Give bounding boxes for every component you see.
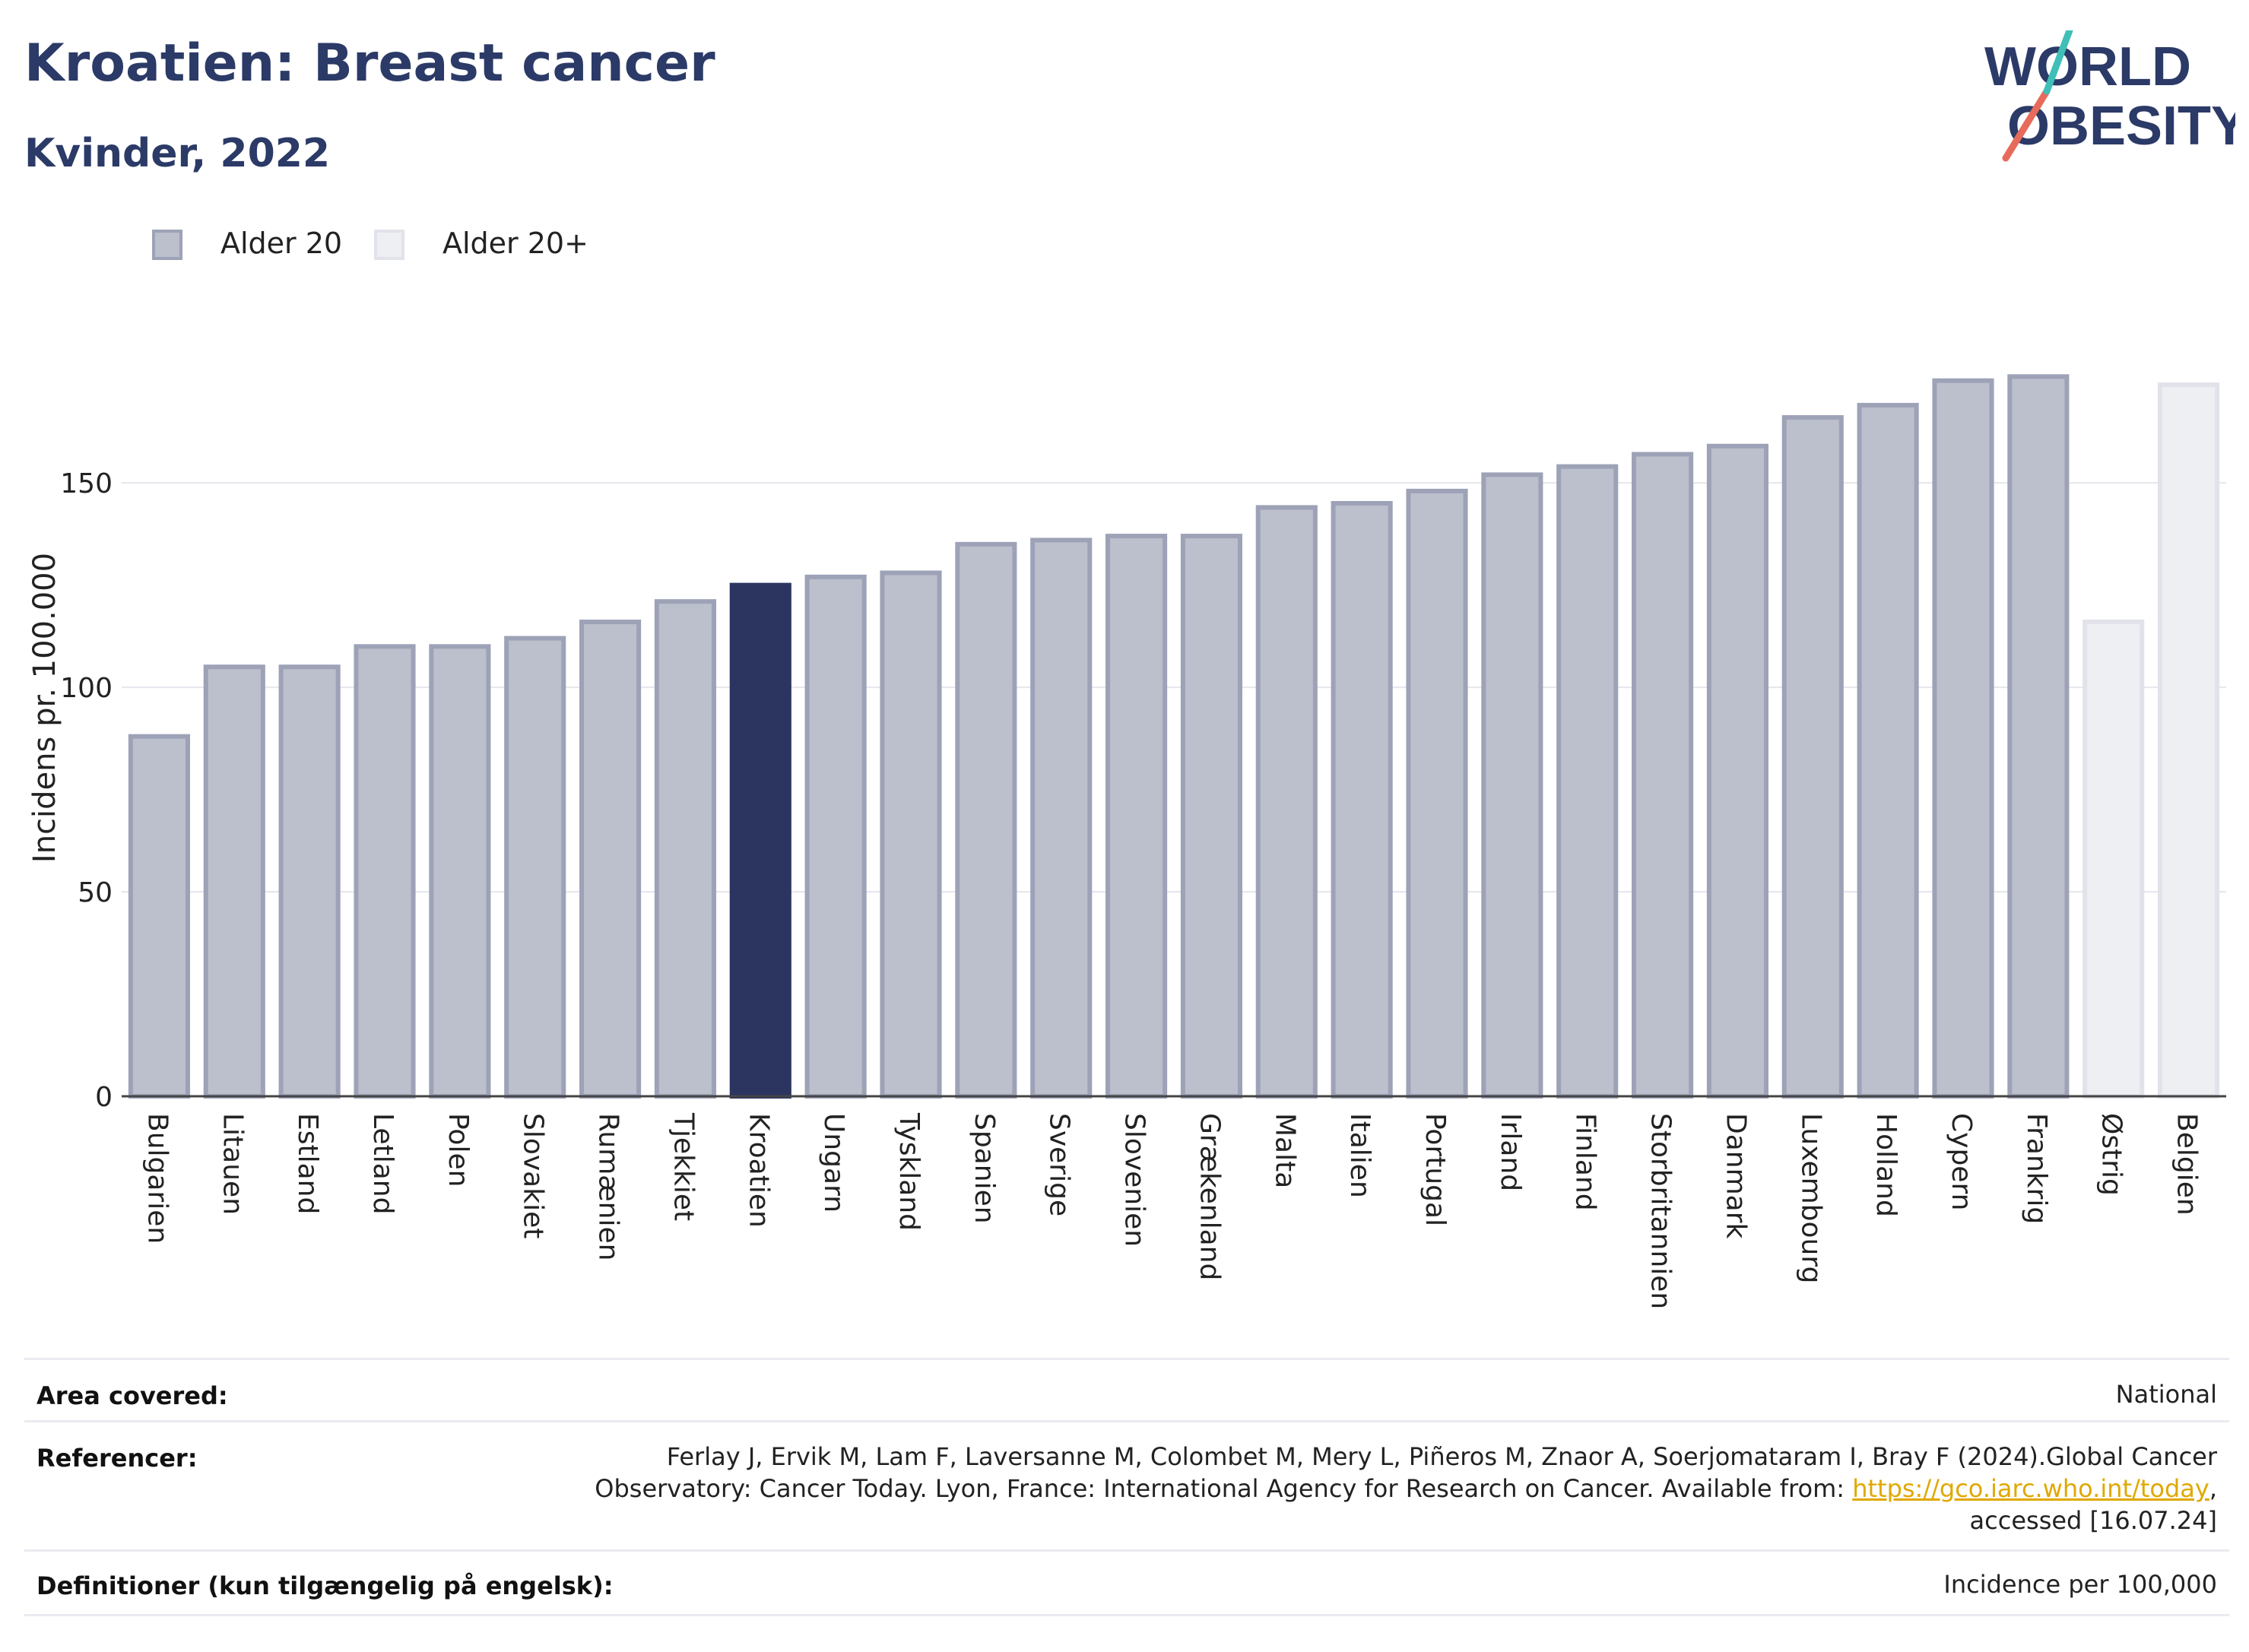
x-tick-label: Østrig bbox=[2096, 1113, 2127, 1196]
x-tick-label: Tjekkiet bbox=[668, 1112, 699, 1221]
bar-chart: 0 50 100 150 Incidens pr. 100.000 Bulgarien Li… bbox=[27, 374, 2226, 1309]
x-tick-label: Tyskland bbox=[893, 1112, 925, 1231]
bar-kroatien bbox=[729, 582, 791, 1099]
x-tick-label: Frankrig bbox=[2021, 1113, 2052, 1224]
x-tick-label: Polen bbox=[443, 1113, 474, 1187]
x-tick-label: Belgien bbox=[2171, 1113, 2203, 1216]
logo-word-obesity: OBESITY bbox=[2007, 96, 2235, 157]
x-tick-label: Holland bbox=[1870, 1113, 1902, 1217]
bar-irland bbox=[1481, 472, 1543, 1099]
x-tick-label: Litauen bbox=[217, 1113, 248, 1215]
bar-danmark bbox=[1706, 443, 1768, 1099]
bar-estland bbox=[278, 664, 341, 1099]
bar-finland bbox=[1556, 464, 1619, 1099]
bar-italien bbox=[1331, 501, 1393, 1099]
reference-link[interactable]: https://gco.iarc.who.int/today bbox=[1852, 1474, 2209, 1503]
bar-rumænien bbox=[579, 620, 642, 1099]
x-tick-label: Kroatien bbox=[743, 1113, 774, 1228]
info-key: Definitioner (kun tilgængelig på engelsk… bbox=[36, 1571, 614, 1600]
x-tick-label: Letland bbox=[367, 1113, 398, 1214]
bar-holland bbox=[1857, 402, 1919, 1099]
info-key: Referencer: bbox=[36, 1444, 198, 1473]
bar-belgien bbox=[2158, 382, 2220, 1099]
bar-litauen bbox=[203, 664, 265, 1099]
x-tick-label: Portugal bbox=[1420, 1113, 1451, 1226]
y-tick-label: 50 bbox=[78, 877, 113, 908]
reference-text: , bbox=[2209, 1474, 2217, 1503]
info-value: National bbox=[2115, 1380, 2217, 1409]
info-row-definitions: Definitioner (kun tilgængelig på engelsk… bbox=[24, 1549, 2229, 1616]
bar-spanien bbox=[955, 541, 1017, 1099]
bar-cypern bbox=[1932, 378, 1994, 1099]
bar-grækenland bbox=[1180, 534, 1242, 1099]
legend-label: Alder 20 bbox=[220, 227, 343, 260]
bar-malta bbox=[1255, 505, 1318, 1099]
y-axis-title: Incidens pr. 100.000 bbox=[27, 553, 62, 863]
bar-storbritannien bbox=[1632, 452, 1694, 1099]
reference-text: Observatory: Cancer Today. Lyon, France:… bbox=[595, 1474, 1853, 1503]
bar-portugal bbox=[1406, 488, 1468, 1099]
bar-polen bbox=[429, 644, 491, 1099]
y-tick-label: 150 bbox=[60, 468, 113, 499]
bar-tyskland bbox=[880, 570, 942, 1099]
x-tick-label: Italien bbox=[1344, 1113, 1375, 1198]
info-value-references: Ferlay J, Ervik M, Lam F, Laversanne M, … bbox=[595, 1441, 2217, 1536]
page-title: Kroatien: Breast cancer bbox=[24, 33, 715, 94]
x-tick-label: Slovenien bbox=[1119, 1113, 1150, 1247]
info-row-references: Referencer: Ferlay J, Ervik M, Lam F, La… bbox=[24, 1420, 2229, 1552]
logo-word-world: WORLD bbox=[1984, 36, 2191, 97]
x-tick-label: Bulgarien bbox=[141, 1113, 173, 1244]
bar-ungarn bbox=[804, 574, 867, 1099]
x-tick-label: Slovakiet bbox=[518, 1113, 549, 1238]
x-tick-label: Sverige bbox=[1044, 1113, 1075, 1216]
x-tick-label: Danmark bbox=[1720, 1113, 1751, 1239]
y-tick-label: 100 bbox=[60, 673, 113, 704]
x-tick-label: Grækenland bbox=[1194, 1113, 1225, 1280]
reference-line: accessed [16.07.24] bbox=[1969, 1506, 2217, 1535]
x-tick-label: Cypern bbox=[1946, 1113, 1977, 1210]
x-tick-label: Estland bbox=[292, 1113, 323, 1214]
page-subtitle: Kvinder, 2022 bbox=[24, 131, 331, 176]
x-tick-label: Irland bbox=[1495, 1113, 1526, 1191]
legend-swatch bbox=[152, 230, 182, 260]
x-tick-label: Storbritannien bbox=[1645, 1113, 1676, 1309]
legend-swatch bbox=[374, 230, 404, 260]
bar-luxembourg bbox=[1781, 415, 1844, 1099]
x-tick-label: Finland bbox=[1570, 1113, 1601, 1211]
bar-slovenien bbox=[1105, 534, 1168, 1099]
y-tick-label: 0 bbox=[95, 1082, 113, 1113]
x-tick-label: Ungarn bbox=[818, 1113, 849, 1213]
bar-tjekkiet bbox=[654, 599, 716, 1099]
bar-bulgarien bbox=[128, 734, 190, 1099]
bar-sverige bbox=[1030, 537, 1093, 1099]
bar-letland bbox=[354, 644, 416, 1099]
info-value: Incidence per 100,000 bbox=[1943, 1570, 2217, 1599]
bar-slovakiet bbox=[504, 636, 566, 1099]
reference-line: Observatory: Cancer Today. Lyon, France:… bbox=[595, 1473, 2217, 1505]
info-key: Area covered: bbox=[36, 1381, 228, 1410]
x-tick-label: Luxembourg bbox=[1795, 1113, 1826, 1283]
info-row-area: Area covered: National bbox=[24, 1358, 2229, 1422]
bar-østrig bbox=[2082, 620, 2145, 1099]
x-tick-label: Rumænien bbox=[593, 1113, 624, 1260]
bar-frankrig bbox=[2007, 374, 2070, 1099]
legend-label: Alder 20+ bbox=[443, 227, 588, 260]
reference-line: Ferlay J, Ervik M, Lam F, Laversanne M, … bbox=[666, 1442, 2217, 1471]
world-obesity-logo: WORLD OBESITY bbox=[1984, 30, 2235, 162]
x-tick-label: Malta bbox=[1269, 1113, 1300, 1188]
x-tick-label: Spanien bbox=[969, 1113, 1000, 1224]
